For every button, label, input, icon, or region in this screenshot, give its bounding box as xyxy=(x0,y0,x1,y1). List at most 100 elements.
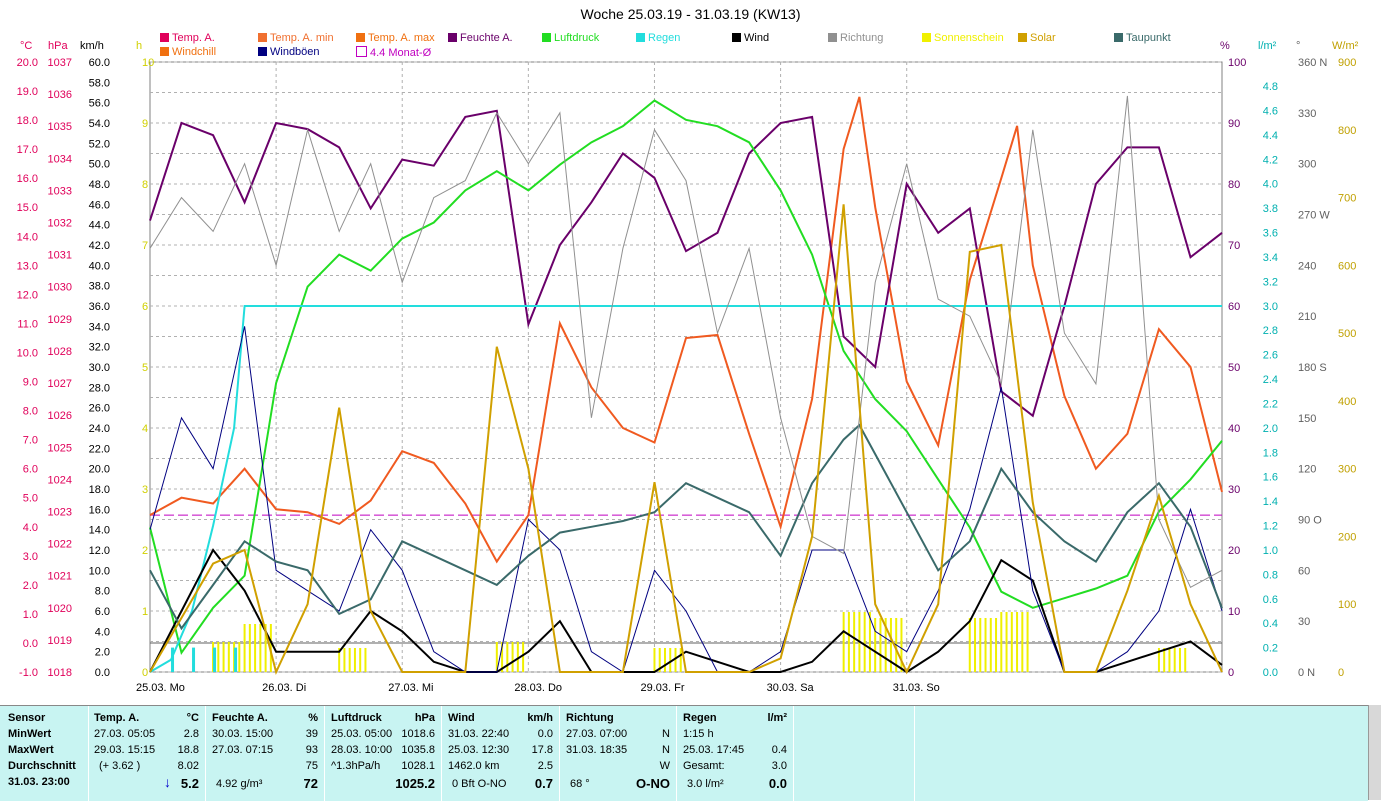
humidity-tick-label: 40 xyxy=(1228,423,1240,435)
rain-tick-label: 1.2 xyxy=(1263,521,1278,533)
wind-tick-label: 40.0 xyxy=(89,260,110,272)
temp-tick-label: 11.0 xyxy=(17,318,38,330)
solar-tick-label: 700 xyxy=(1338,193,1356,205)
legend-item: Regen xyxy=(636,32,680,44)
legend-swatch xyxy=(356,46,367,57)
temp-tick-label: 5.0 xyxy=(23,493,38,505)
temp-tick-label: -1.0 xyxy=(19,667,38,679)
sun-tick-label: 4 xyxy=(142,423,148,435)
stats-value: 1035.8 xyxy=(401,744,435,756)
rain-tick-label: 1.4 xyxy=(1263,496,1278,508)
wind-tick-label: 20.0 xyxy=(89,464,110,476)
stats-col-direction: Richtung 27.03. 07:00 N 31.03. 18:35 N W… xyxy=(560,706,677,801)
trend-down-icon: ↓ xyxy=(164,774,171,790)
pressure-tick-label: 1031 xyxy=(48,250,72,262)
pressure-tick-label: 1024 xyxy=(48,474,72,486)
solar-tick-label: 500 xyxy=(1338,328,1356,340)
legend-swatch xyxy=(448,33,457,42)
humidity-tick-label: 50 xyxy=(1228,362,1240,374)
series-line-richtung xyxy=(149,95,1223,588)
sun-tick-label: 5 xyxy=(142,362,148,374)
stats-col-pressure: Luftdruck hPa 25.03. 05:00 1018.6 28.03.… xyxy=(325,706,442,801)
direction-tick-label: 330 xyxy=(1298,108,1316,120)
stats-value: 18.8 xyxy=(177,744,199,756)
temp-tick-label: 20.0 xyxy=(17,57,38,69)
stats-col-wind: Wind km/h 31.03. 22:40 0.0 25.03. 12:30 … xyxy=(442,706,560,801)
temp-tick-label: 17.0 xyxy=(17,144,38,156)
wind-tick-label: 38.0 xyxy=(89,281,110,293)
stats-value: N xyxy=(662,728,670,740)
stats-header: Regen xyxy=(683,712,717,724)
legend-item: Richtung xyxy=(828,32,883,44)
solar-tick-label: 100 xyxy=(1338,599,1356,611)
pressure-tick-label: 1027 xyxy=(48,378,72,390)
pressure-tick-label: 1037 xyxy=(48,57,72,69)
stats-col-empty xyxy=(794,706,915,801)
wind-tick-label: 58.0 xyxy=(89,77,110,89)
weather-chart: 20.0 19.0 18.0 17.0 16.0 15.0 14.0 13.0 12.0 11.0… xyxy=(17,40,1359,694)
wind-tick-label: 6.0 xyxy=(95,606,110,618)
sun-tick-label: 2 xyxy=(142,545,148,557)
sun-tick-label: 1 xyxy=(142,606,148,618)
temp-tick-label: 19.0 xyxy=(17,86,38,98)
stats-header: Richtung xyxy=(566,712,614,724)
wind-tick-label: 48.0 xyxy=(89,179,110,191)
vertical-scrollbar[interactable] xyxy=(1368,705,1381,800)
wind-unit: km/h xyxy=(80,40,104,52)
series-line-regen xyxy=(149,305,1222,673)
wind-tick-label: 52.0 xyxy=(89,138,110,150)
legend-item: Feuchte A. xyxy=(448,32,513,44)
stats-time: 68 ° xyxy=(570,778,590,790)
legend-swatch xyxy=(828,33,837,42)
legend-swatch xyxy=(356,33,365,42)
pressure-tick-label: 1036 xyxy=(48,89,72,101)
temp-tick-label: 16.0 xyxy=(17,173,38,185)
legend-item: Temp. A. xyxy=(160,32,215,44)
stats-current: 72 xyxy=(303,776,318,791)
wind-tick-label: 32.0 xyxy=(89,342,110,354)
stats-col-humidity: Feuchte A. % 30.03. 15:00 39 27.03. 07:1… xyxy=(206,706,325,801)
stats-unit: km/h xyxy=(527,712,553,724)
stats-value: 2.8 xyxy=(183,728,199,740)
direction-tick-label: 60 xyxy=(1298,565,1310,577)
legend-swatch xyxy=(160,47,169,56)
rain-tick-label: 1.8 xyxy=(1263,447,1278,459)
temp-tick-label: 6.0 xyxy=(23,464,38,476)
stats-value: 3.0 xyxy=(771,760,787,772)
chart-title: Woche 25.03.19 - 31.03.19 (KW13) xyxy=(580,6,801,22)
series-line-solar xyxy=(149,204,1223,675)
legend-label: Temp. A. min xyxy=(270,32,334,44)
legend-swatch xyxy=(160,33,169,42)
legend-label: Windböen xyxy=(270,46,320,58)
stats-time: 25.03. 17:45 xyxy=(683,744,745,756)
rain-tick-label: 4.8 xyxy=(1263,81,1278,93)
wind-tick-label: 12.0 xyxy=(89,545,110,557)
statistics-table: Sensor MinWert MaxWert Durchschnitt 31.0… xyxy=(0,705,1368,801)
temp-tick-label: 7.0 xyxy=(23,435,38,447)
rain-tick-label: 3.0 xyxy=(1263,301,1278,313)
wind-tick-label: 34.0 xyxy=(89,321,110,333)
stats-value: 0.4 xyxy=(771,744,787,756)
stats-value: 0.0 xyxy=(537,728,553,740)
stats-current: 0.0 xyxy=(768,776,787,791)
solar-tick-label: 0 xyxy=(1338,667,1344,679)
stats-time: 27.03. 07:00 xyxy=(566,728,628,740)
legend-label: Temp. A. xyxy=(172,32,215,44)
series-line-luftdruck xyxy=(149,99,1223,656)
wind-tick-label: 8.0 xyxy=(95,586,110,598)
direction-tick-label: 270 W xyxy=(1298,210,1330,222)
rain-bar xyxy=(213,647,217,672)
series-line-taupunkt xyxy=(149,423,1223,631)
stats-time: 31.03. 18:35 xyxy=(566,744,628,756)
legend-label: Temp. A. max xyxy=(368,32,435,44)
day-label: 28.03. Do xyxy=(514,682,562,694)
stats-header: Temp. A. xyxy=(94,712,140,724)
sun-tick-label: 7 xyxy=(142,240,148,252)
stats-current: 0.7 xyxy=(534,776,553,791)
pressure-tick-label: 1025 xyxy=(48,442,72,454)
wind-tick-label: 44.0 xyxy=(89,220,110,232)
rain-tick-label: 4.0 xyxy=(1263,179,1278,191)
solar-tick-label: 800 xyxy=(1338,125,1356,137)
wind-tick-label: 24.0 xyxy=(89,423,110,435)
stats-time: 25.03. 12:30 xyxy=(448,744,510,756)
